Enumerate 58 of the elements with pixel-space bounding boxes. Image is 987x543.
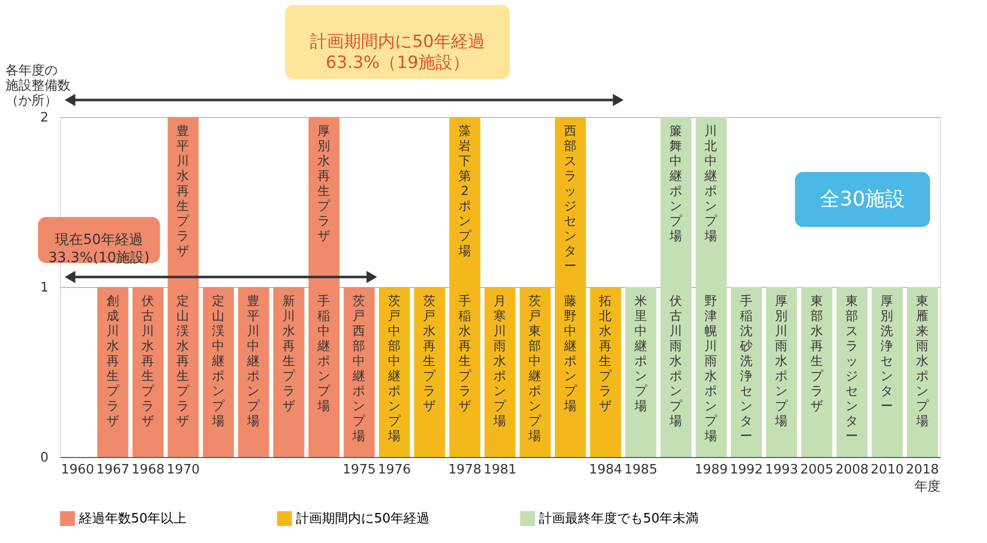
text: 定山渓水再生プラザ [176, 293, 190, 428]
text: 月寒川雨水ポンプ場 [494, 293, 506, 428]
x-tick-label: 1992 [730, 462, 763, 478]
x-tick-label: 2008 [835, 462, 869, 478]
annotation: 現在50年経過 33.3%(10施設) [48, 232, 150, 266]
x-tick-label: 2018 [906, 462, 939, 478]
y-tick-label: 1 [40, 280, 48, 296]
y-tick-label: 2 [40, 110, 48, 126]
data-label: 川北中継ポンプ場 [704, 123, 719, 243]
x-tick-label: 1976 [378, 462, 411, 478]
x-tick-label: 1978 [448, 462, 482, 478]
x-tick-label: 1967 [96, 462, 130, 478]
data-label: 簾舞中継ポンプ場 [668, 123, 684, 243]
x-tick-label: 1975 [342, 462, 376, 478]
text: 野津幌川雨水ポンプ場 [704, 293, 718, 443]
data-label: 茨戸水再生プラザ [423, 293, 438, 413]
text: 伏古川水再生プラザ [142, 293, 154, 428]
text: 計画期間内に50年経過 63.3%（19施設） [310, 32, 485, 73]
y-tick-label: 0 [40, 450, 48, 466]
data-label: 米里中継ポンプ場 [633, 293, 648, 413]
x-tick-label: 1984 [589, 462, 622, 478]
y-axis-title: 各年度の施設整備数（か所） [6, 62, 70, 108]
legend-label: 経過年数50年以上 [78, 512, 187, 527]
data-label: 厚別洗浄センター [880, 293, 894, 413]
x-axis-title: 年度 [914, 478, 940, 494]
legend-label: 計画期間内に50年経過 [296, 512, 430, 527]
x-tick-label: 1989 [694, 462, 728, 478]
x-tick-label: 1968 [131, 462, 165, 478]
x-tick-label: 1981 [483, 462, 517, 478]
annotation: 全30施設 [820, 186, 906, 210]
x-tick-label: 1960 [61, 462, 94, 478]
text: 豊平川水再生プラザ [176, 123, 190, 258]
text: 茨戸西部中継ポンプ場 [352, 293, 366, 443]
text: 藻岩下第2ポンプ場 [458, 123, 472, 258]
text: 豊平川中継ポンプ場 [247, 293, 260, 428]
data-label: 藤野中継ポンプ場 [562, 293, 578, 413]
text: 厚別川雨水ポンプ場 [775, 293, 788, 428]
data-label: 拓北水再生プラザ [598, 293, 614, 413]
text: 東雁来雨水ポンプ場 [916, 293, 929, 428]
text: 東部スラッジセンター [846, 293, 858, 443]
text: 創成川水再生プラザ [106, 293, 120, 428]
text: 茨戸中部中継ポンプ場 [388, 293, 401, 443]
legend-label: 計画最終年度でも50年未満 [539, 510, 699, 527]
text: 茨戸東部中継ポンプ場 [528, 293, 542, 443]
x-tick-label: 1970 [166, 462, 200, 478]
text: 定山渓中継ポンプ場 [212, 293, 225, 428]
data-label: 厚別水再生プラザ [318, 123, 332, 243]
data-label: 東部水再生プラザ [810, 293, 824, 413]
x-tick-label: 2010 [870, 462, 904, 478]
text: 西部スラッジセンター [564, 123, 577, 273]
text: 手稲沈砂洗浄センター [740, 293, 753, 443]
data-label: 手稲水再生プラザ [458, 293, 472, 413]
data-label: 手稲中継ポンプ場 [316, 293, 332, 413]
x-tick-label: 1985 [624, 462, 658, 478]
data-label: 新川水再生プラザ [282, 293, 296, 413]
text: 伏古川雨水ポンプ場 [670, 293, 682, 428]
x-tick-label: 1993 [765, 462, 798, 478]
x-tick-label: 2005 [800, 462, 834, 478]
